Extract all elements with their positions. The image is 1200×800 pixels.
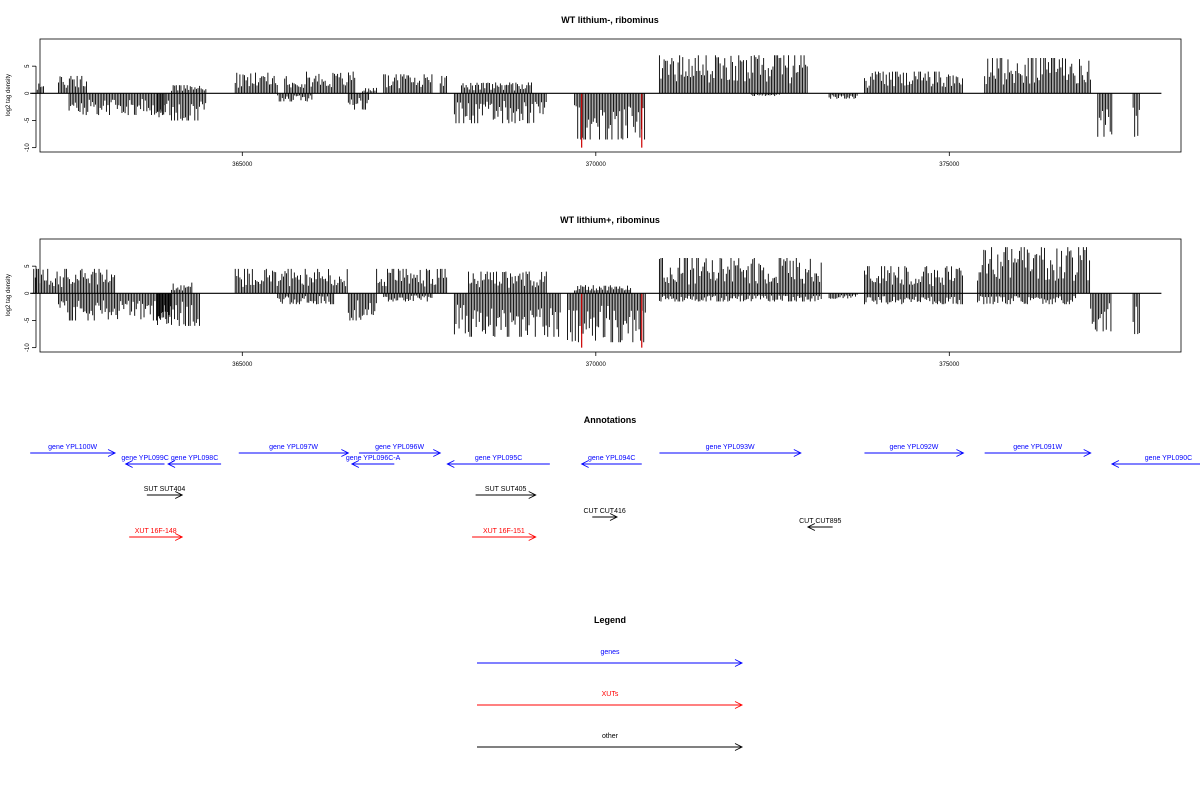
y-tick-label: -5 bbox=[25, 117, 31, 123]
arrow-head bbox=[446, 460, 455, 468]
arrow-head bbox=[124, 460, 133, 468]
coverage-track-lithium-minus: WT lithium-, ribominus log2 tag density … bbox=[6, 15, 1182, 168]
arrow-head bbox=[528, 533, 537, 541]
arrow-head bbox=[433, 449, 442, 457]
legend-item: genes bbox=[477, 649, 744, 667]
legend-label: XUTs bbox=[602, 691, 619, 698]
y-axis-label: log2 tag density bbox=[6, 74, 12, 116]
arrow-head bbox=[734, 659, 744, 667]
annotation-feature: XUT 16F-151 bbox=[472, 528, 537, 541]
annotation-feature: gene YPL092W bbox=[864, 444, 965, 457]
annotation-feature: gene YPL096W bbox=[358, 444, 442, 457]
arrow-head bbox=[175, 491, 184, 499]
arrow-head bbox=[580, 460, 589, 468]
feature-label: gene YPL096C-A bbox=[346, 455, 401, 462]
y-tick-label: -10 bbox=[25, 343, 31, 352]
legend-label: other bbox=[602, 733, 619, 740]
arrow-head bbox=[734, 743, 744, 751]
legend-title: Legend bbox=[594, 615, 626, 625]
feature-label: gene YPL096W bbox=[375, 444, 424, 451]
track-title: WT lithium-, ribominus bbox=[561, 15, 659, 25]
arrow-head bbox=[528, 491, 537, 499]
feature-label: gene YPL090C bbox=[1145, 455, 1192, 462]
feature-label: gene YPL098C bbox=[171, 455, 218, 462]
annotation-feature: gene YPL100W bbox=[30, 444, 117, 457]
feature-label: SUT SUT405 bbox=[485, 486, 527, 493]
coverage-track-lithium-plus: WT lithium+, ribominus log2 tag density … bbox=[6, 215, 1182, 368]
y-tick-label: -10 bbox=[25, 143, 31, 152]
x-tick-label: 370000 bbox=[586, 362, 607, 368]
arrow-head bbox=[793, 449, 802, 457]
x-tick-label: 375000 bbox=[939, 362, 960, 368]
arrow-head bbox=[167, 460, 176, 468]
feature-label: gene YPL094C bbox=[588, 455, 635, 462]
annotation-feature: gene YPL096C-A bbox=[346, 455, 401, 468]
annotation-feature: gene YPL090C bbox=[1110, 455, 1200, 468]
feature-label: CUT CUT895 bbox=[799, 518, 841, 525]
arrow-head bbox=[341, 449, 350, 457]
y-tick-label: 0 bbox=[25, 91, 31, 95]
feature-label: gene YPL100W bbox=[48, 444, 97, 451]
x-tick-label: 375000 bbox=[939, 162, 960, 168]
annotation-feature: SUT SUT405 bbox=[475, 486, 537, 499]
feature-label: gene YPL099C bbox=[121, 455, 168, 462]
plot-frame bbox=[39, 38, 1182, 153]
x-tick-label: 370000 bbox=[586, 162, 607, 168]
arrow-head bbox=[1083, 449, 1092, 457]
feature-label: gene YPL095C bbox=[475, 455, 522, 462]
feature-label: gene YPL092W bbox=[889, 444, 938, 451]
track-title: WT lithium+, ribominus bbox=[560, 215, 660, 225]
legend-item: XUTs bbox=[477, 691, 744, 709]
arrow-head bbox=[609, 513, 619, 521]
legend-panel: Legend genes XUTs other bbox=[477, 615, 744, 751]
feature-label: XUT 16F-151 bbox=[483, 528, 525, 535]
y-tick-label: 5 bbox=[25, 264, 31, 268]
annotation-feature: gene YPL091W bbox=[984, 444, 1092, 457]
annotation-feature: XUT 16F-148 bbox=[129, 528, 184, 541]
annotation-feature: SUT SUT404 bbox=[144, 486, 186, 499]
legend-item: other bbox=[477, 733, 744, 751]
annotation-feature: gene YPL099C bbox=[121, 455, 169, 468]
annotation-feature: CUT CUT416 bbox=[583, 508, 626, 521]
y-axis-label: log2 tag density bbox=[6, 274, 12, 316]
arrow-head bbox=[734, 701, 744, 709]
annotations-title: Annotations bbox=[584, 415, 637, 425]
feature-label: gene YPL097W bbox=[269, 444, 318, 451]
annotation-feature: gene YPL095C bbox=[446, 455, 550, 468]
feature-label: gene YPL091W bbox=[1013, 444, 1062, 451]
annotation-feature: gene YPL097W bbox=[238, 444, 350, 457]
y-tick-label: 5 bbox=[25, 64, 31, 68]
annotation-feature: CUT CUT895 bbox=[799, 518, 842, 531]
feature-label: XUT 16F-148 bbox=[135, 528, 177, 535]
annotation-feature: gene YPL098C bbox=[167, 455, 222, 468]
feature-label: SUT SUT404 bbox=[144, 486, 186, 493]
y-tick-label: -5 bbox=[25, 317, 31, 323]
feature-label: CUT CUT416 bbox=[583, 508, 625, 515]
plot-frame bbox=[39, 238, 1182, 353]
arrow-head bbox=[1110, 460, 1120, 468]
feature-label: gene YPL093W bbox=[706, 444, 755, 451]
arrow-head bbox=[107, 449, 117, 457]
x-tick-label: 365000 bbox=[232, 362, 253, 368]
arrow-head bbox=[350, 460, 360, 468]
y-tick-label: 0 bbox=[25, 291, 31, 295]
x-tick-label: 365000 bbox=[232, 162, 253, 168]
arrow-head bbox=[956, 449, 965, 457]
legend-label: genes bbox=[600, 649, 620, 656]
annotation-feature: gene YPL093W bbox=[659, 444, 802, 457]
arrow-head bbox=[175, 533, 184, 541]
annotation-feature: gene YPL094C bbox=[580, 455, 642, 468]
arrow-head bbox=[806, 523, 816, 531]
